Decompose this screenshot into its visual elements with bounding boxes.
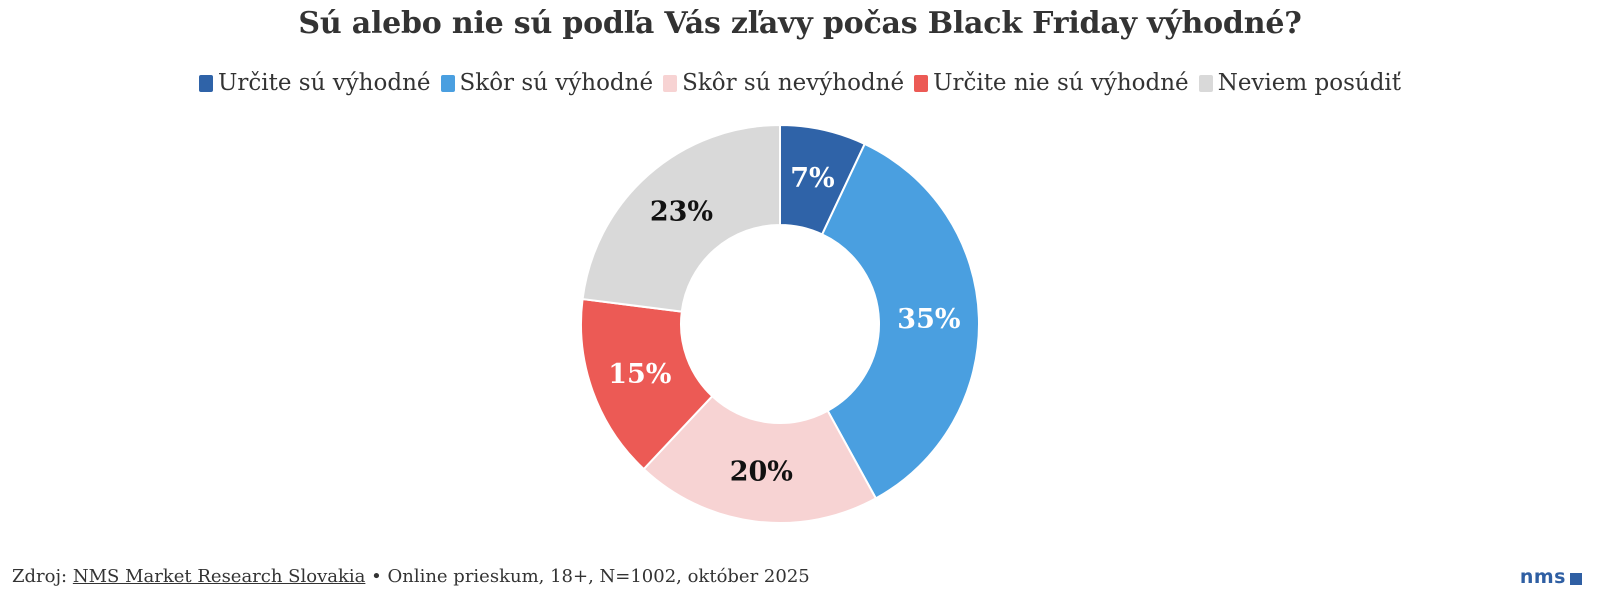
- source-details: • Online prieskum, 18+, N=1002, október …: [365, 566, 810, 587]
- donut-slice[interactable]: [820, 142, 980, 500]
- legend-label: Skôr sú nevýhodné: [682, 70, 905, 96]
- legend-label: Neviem posúdiť: [1217, 70, 1402, 96]
- logo-square-icon: [1570, 572, 1582, 585]
- legend-label: Skôr sú výhodné: [459, 70, 654, 96]
- donut-chart: 7% 35% 20% 15% 23%: [580, 123, 980, 528]
- source-link[interactable]: NMS Market Research Slovakia: [72, 566, 366, 587]
- donut-slice[interactable]: [642, 394, 878, 524]
- legend-item[interactable]: Určite nie sú výhodné: [914, 70, 1189, 96]
- slice-data-label: 20%: [730, 456, 793, 487]
- slice-data-label: 23%: [650, 197, 713, 228]
- nms-logo: nms: [1520, 566, 1582, 588]
- legend-swatch: [914, 74, 929, 92]
- legend-swatch: [440, 74, 455, 92]
- legend-item[interactable]: Skôr sú nevýhodné: [663, 70, 904, 96]
- slice-data-label: 7%: [790, 163, 834, 194]
- legend-item[interactable]: Neviem posúdiť: [1198, 70, 1402, 96]
- legend-item[interactable]: Skôr sú výhodné: [440, 70, 654, 96]
- logo-text: nms: [1519, 566, 1566, 588]
- legend-swatch: [1198, 74, 1213, 92]
- source-footer: Zdroj: NMS Market Research Slovakia • On…: [12, 566, 810, 587]
- donut-slice[interactable]: [581, 123, 781, 313]
- legend-item[interactable]: Určite sú výhodné: [198, 70, 431, 96]
- legend-label: Určite nie sú výhodné: [933, 70, 1189, 96]
- legend-swatch: [663, 74, 678, 92]
- chart-title: Sú alebo nie sú podľa Vás zľavy počas Bl…: [298, 6, 1302, 41]
- legend-label: Určite sú výhodné: [217, 70, 431, 96]
- slice-data-label: 35%: [897, 304, 960, 335]
- source-prefix: Zdroj:: [12, 566, 73, 587]
- slice-data-label: 15%: [608, 359, 671, 390]
- donut-chart-svg: 7% 35% 20% 15% 23%: [580, 123, 980, 524]
- chart-legend: Určite sú výhodné Skôr sú výhodné Skôr sú …: [0, 70, 1600, 96]
- legend-swatch: [198, 74, 213, 92]
